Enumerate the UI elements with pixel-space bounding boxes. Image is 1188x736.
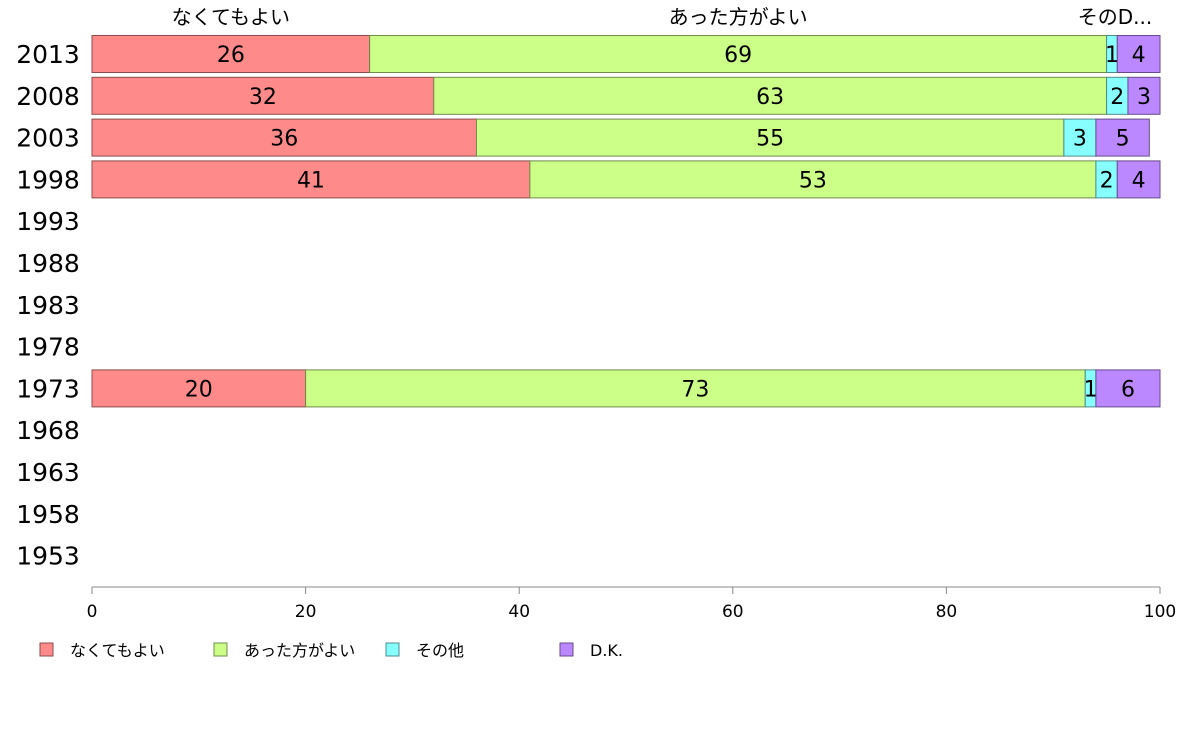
year-label: 1973	[16, 374, 80, 403]
legend-swatch	[39, 642, 54, 657]
bar-segment	[91, 160, 531, 199]
year-label: 1983	[16, 291, 80, 320]
year-label: 1988	[16, 249, 80, 278]
data-label: 1	[1084, 377, 1098, 402]
data-label: 4	[1132, 43, 1146, 68]
year-label: 1998	[16, 165, 80, 194]
data-label: 32	[249, 85, 277, 110]
legend-label: D.K.	[590, 641, 623, 660]
legend-label: その他	[416, 641, 464, 660]
data-label: 55	[756, 127, 784, 152]
data-label: 5	[1116, 127, 1130, 152]
year-labels: 2013 2008 2003 1998 1993 1988 1983 1978 1973 1968…	[16, 40, 80, 571]
bar-segment	[91, 76, 435, 115]
data-label: 2	[1100, 168, 1114, 193]
column-headers: なくてもよい あった方がよい そのD...	[172, 5, 1153, 29]
bar-segment	[475, 118, 1065, 157]
year-label: 1993	[16, 207, 80, 236]
bar-segment	[529, 160, 1097, 199]
data-label: 3	[1073, 127, 1087, 152]
legend-swatch	[559, 642, 574, 657]
column-header: あった方がよい	[669, 5, 808, 29]
x-tick-label: 40	[508, 602, 530, 622]
bar-segment	[305, 369, 1086, 408]
year-label: 2003	[16, 124, 80, 153]
legend-swatch	[385, 642, 400, 657]
data-label: 6	[1121, 377, 1135, 402]
bar-segment	[91, 369, 307, 408]
year-label: 1963	[16, 458, 80, 487]
bar-segment	[369, 35, 1108, 73]
data-label: 73	[681, 377, 709, 402]
bar-segment	[91, 35, 371, 73]
column-header: そのD...	[1078, 5, 1152, 29]
bar-segment	[1116, 35, 1161, 73]
x-tick-label: 20	[295, 602, 317, 622]
year-label: 1978	[16, 333, 80, 362]
legend-label: あった方がよい	[244, 641, 355, 660]
data-label: 41	[297, 168, 325, 193]
column-header: なくてもよい	[172, 5, 290, 29]
bar-segment	[1127, 76, 1161, 115]
data-label: 20	[185, 377, 213, 402]
bar-segment	[91, 118, 477, 157]
data-label: 1	[1105, 43, 1119, 68]
legend-label: なくてもよい	[70, 641, 165, 660]
year-label: 1968	[16, 416, 80, 445]
legend: なくてもよい あった方がよい その他 D.K.	[39, 641, 623, 660]
data-label: 36	[270, 127, 298, 152]
year-label: 2008	[16, 82, 80, 111]
data-label: 26	[217, 43, 245, 68]
year-label: 1953	[16, 542, 80, 571]
bar-segment	[1095, 118, 1150, 157]
x-tick-label: 60	[722, 602, 744, 622]
x-tick-label: 100	[1144, 602, 1176, 622]
data-label: 4	[1132, 168, 1146, 193]
bar-segment	[1095, 369, 1161, 408]
data-label: 3	[1137, 85, 1151, 110]
bar-segment	[433, 76, 1108, 115]
legend-swatch	[213, 642, 228, 657]
data-label: 63	[756, 85, 784, 110]
bar-segment	[1063, 118, 1097, 157]
year-label: 2013	[16, 40, 80, 69]
x-tick-label: 80	[936, 602, 958, 622]
bar-segment	[1116, 160, 1161, 199]
data-label: 2	[1110, 85, 1124, 110]
bars: 26 69 1 432 63 2 336 55 3 541 53 2 420 73 1 6	[91, 35, 1161, 408]
x-tick-label: 0	[87, 602, 98, 622]
x-axis: 0 20 40 60 80 100	[87, 586, 1176, 622]
data-label: 69	[724, 43, 752, 68]
data-label: 53	[799, 168, 827, 193]
year-label: 1958	[16, 500, 80, 529]
